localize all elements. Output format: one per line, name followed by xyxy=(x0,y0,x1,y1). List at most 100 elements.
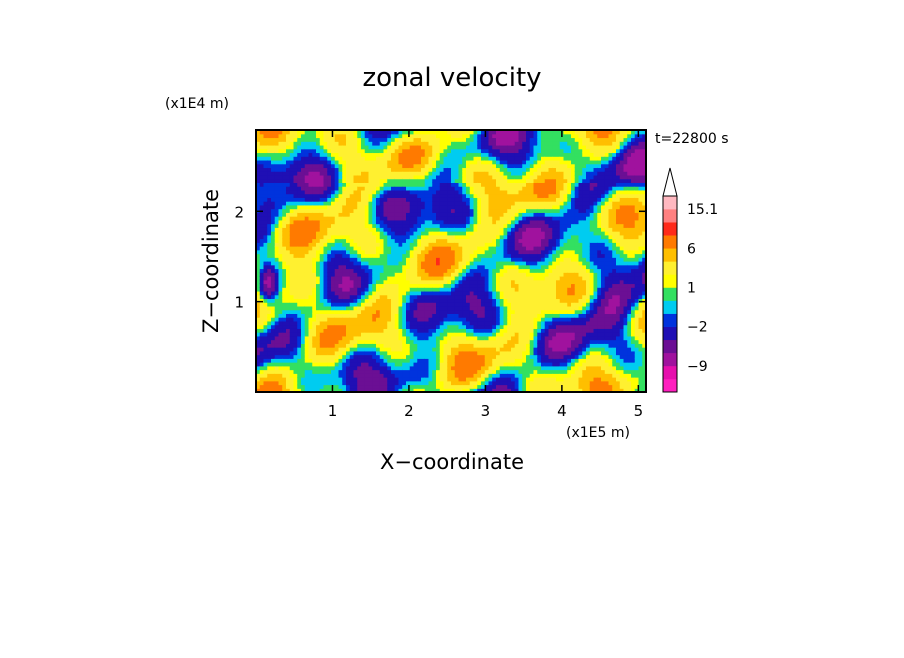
field-cell xyxy=(436,219,441,225)
field-cell xyxy=(304,156,310,161)
field-cell xyxy=(331,347,336,352)
field-cell xyxy=(316,335,321,341)
field-cell xyxy=(361,268,366,273)
field-cell xyxy=(514,294,520,300)
field-cell xyxy=(499,377,505,382)
field-cell xyxy=(361,358,366,363)
field-cell xyxy=(477,335,482,341)
field-cell xyxy=(286,294,291,300)
field-cell xyxy=(379,290,385,296)
field-cell xyxy=(259,317,265,322)
field-cell xyxy=(451,287,456,292)
field-cell xyxy=(289,339,295,344)
field-cell xyxy=(481,227,486,232)
field-cell xyxy=(511,287,516,292)
field-cell xyxy=(511,141,516,146)
field-cell xyxy=(368,249,373,255)
field-cell xyxy=(469,294,475,300)
field-cell xyxy=(357,272,362,277)
field-cell xyxy=(357,362,362,367)
field-cell xyxy=(327,335,332,341)
field-cell xyxy=(286,332,291,337)
field-cell xyxy=(338,208,343,213)
field-cell xyxy=(391,275,396,281)
field-cell xyxy=(256,231,261,236)
field-cell xyxy=(271,208,276,213)
field-cell xyxy=(338,219,343,225)
field-cell xyxy=(391,320,396,326)
field-cell xyxy=(436,186,441,191)
field-cell xyxy=(267,163,272,169)
field-cell xyxy=(398,362,403,367)
field-cell xyxy=(417,384,422,389)
field-cell xyxy=(481,313,486,318)
field-cell xyxy=(379,193,385,198)
field-cell xyxy=(346,133,351,139)
field-cell xyxy=(346,189,351,195)
field-cell xyxy=(421,238,426,243)
field-cell xyxy=(522,343,527,348)
field-cell xyxy=(481,275,486,281)
field-cell xyxy=(469,350,475,356)
field-cell xyxy=(274,343,280,348)
field-cell xyxy=(503,287,508,292)
field-cell xyxy=(278,133,283,139)
field-cell xyxy=(259,227,265,232)
field-cell xyxy=(327,298,332,303)
field-cell xyxy=(353,362,358,367)
field-cell xyxy=(402,328,407,333)
field-cell xyxy=(278,384,283,389)
field-cell xyxy=(488,133,493,139)
field-cell xyxy=(518,343,523,348)
field-cell xyxy=(301,231,306,236)
field-cell xyxy=(364,268,370,273)
field-cell xyxy=(451,369,456,374)
field-cell xyxy=(361,253,366,258)
field-cell xyxy=(297,174,302,180)
field-cell xyxy=(319,152,325,157)
field-cell xyxy=(282,189,287,195)
field-cell xyxy=(271,377,276,382)
field-cell xyxy=(402,317,407,322)
field-cell xyxy=(406,283,411,288)
field-cell xyxy=(451,362,456,367)
field-cell xyxy=(447,302,452,307)
field-cell xyxy=(301,141,306,146)
field-cell xyxy=(278,335,283,341)
field-cell xyxy=(406,309,411,314)
field-cell xyxy=(398,302,403,307)
field-cell xyxy=(492,309,497,314)
field-cell xyxy=(342,141,347,146)
field-cell xyxy=(469,347,475,352)
field-cell xyxy=(304,309,310,314)
field-cell xyxy=(514,362,520,367)
field-cell xyxy=(338,171,343,176)
field-cell xyxy=(271,268,276,273)
field-cell xyxy=(394,231,400,236)
field-cell xyxy=(297,246,302,251)
field-cell xyxy=(514,231,520,236)
field-cell xyxy=(432,167,437,172)
field-cell xyxy=(278,186,283,191)
field-cell xyxy=(346,298,351,303)
field-cell xyxy=(413,152,418,157)
field-cell xyxy=(379,223,385,228)
field-cell xyxy=(289,365,295,371)
field-cell xyxy=(394,216,400,221)
field-cell xyxy=(342,264,347,270)
field-cell xyxy=(499,219,505,225)
field-cell xyxy=(387,182,392,187)
field-cell xyxy=(499,275,505,281)
field-cell xyxy=(499,156,505,161)
field-cell xyxy=(376,343,381,348)
field-cell xyxy=(342,362,347,367)
field-cell xyxy=(357,354,362,359)
field-cell xyxy=(473,320,478,326)
field-cell xyxy=(447,287,452,292)
field-cell xyxy=(379,268,385,273)
field-cell xyxy=(413,305,418,311)
field-cell xyxy=(256,174,261,180)
field-cell xyxy=(282,384,287,389)
field-cell xyxy=(357,335,362,341)
field-cell xyxy=(293,305,298,311)
